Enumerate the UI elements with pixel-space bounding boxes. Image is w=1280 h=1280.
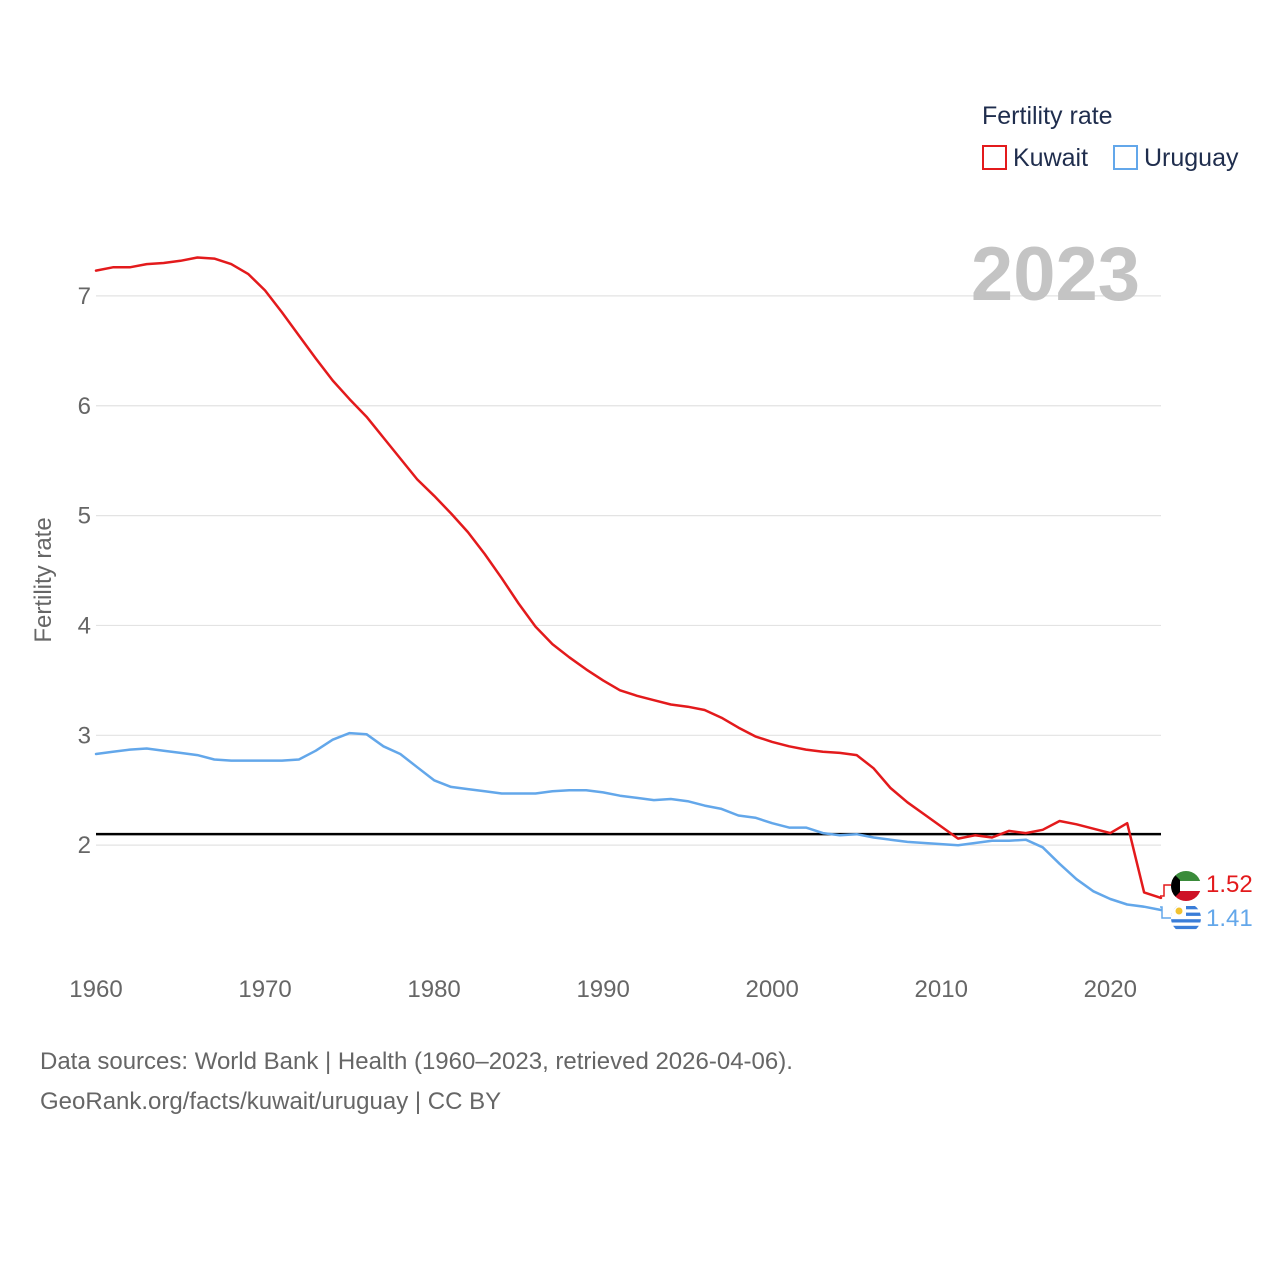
- series-lines: [94, 256, 1163, 912]
- x-tick-label: 1970: [238, 976, 291, 1003]
- legend: Fertility rate Kuwait Uruguay: [982, 102, 1239, 172]
- footer-link[interactable]: GeoRank.org/facts/kuwait/uruguay | CC BY: [40, 1088, 502, 1115]
- y-tick-label: 3: [78, 722, 91, 749]
- x-tick-label: 1960: [69, 976, 122, 1003]
- year-watermark: 2023: [971, 232, 1140, 317]
- kuwait-flag-icon: [1171, 871, 1201, 901]
- grid-lines: [96, 295, 1161, 846]
- x-tick-label: 2010: [915, 976, 968, 1003]
- legend-label-uruguay[interactable]: Uruguay: [1144, 144, 1239, 172]
- legend-label-kuwait[interactable]: Kuwait: [1013, 144, 1088, 172]
- footer-sources: Data sources: World Bank | Health (1960–…: [40, 1048, 793, 1075]
- x-tick-label: 2000: [745, 976, 798, 1003]
- series-line-uruguay[interactable]: [94, 731, 1163, 912]
- x-axis-ticks: 1960 1970 1980 1990 2000 2010 2020: [69, 976, 1137, 1003]
- y-axis-title: Fertility rate: [30, 517, 57, 642]
- y-tick-label: 6: [78, 393, 91, 420]
- y-tick-label: 5: [78, 503, 91, 530]
- end-label-kuwait: 1.52: [1206, 871, 1253, 898]
- footer: Data sources: World Bank | Health (1960–…: [40, 1042, 793, 1122]
- legend-title: Fertility rate: [982, 102, 1113, 130]
- end-label-uruguay: 1.41: [1206, 905, 1253, 932]
- y-tick-label: 4: [78, 612, 91, 639]
- y-axis-ticks: 2 3 4 5 6 7: [78, 283, 91, 859]
- kuwait-connector: [1160, 884, 1172, 897]
- series-line-kuwait[interactable]: [94, 256, 1163, 900]
- x-tick-label: 1980: [407, 976, 460, 1003]
- y-tick-label: 7: [78, 283, 91, 310]
- legend-swatch-kuwait[interactable]: [982, 145, 1007, 170]
- y-tick-label: 2: [78, 832, 91, 859]
- x-tick-label: 2020: [1084, 976, 1137, 1003]
- end-markers: 1.52 1.41: [1160, 871, 1253, 933]
- uruguay-connector: [1160, 906, 1172, 919]
- uruguay-flag-icon: [1171, 903, 1201, 933]
- x-tick-label: 1990: [576, 976, 629, 1003]
- legend-swatch-uruguay[interactable]: [1113, 145, 1138, 170]
